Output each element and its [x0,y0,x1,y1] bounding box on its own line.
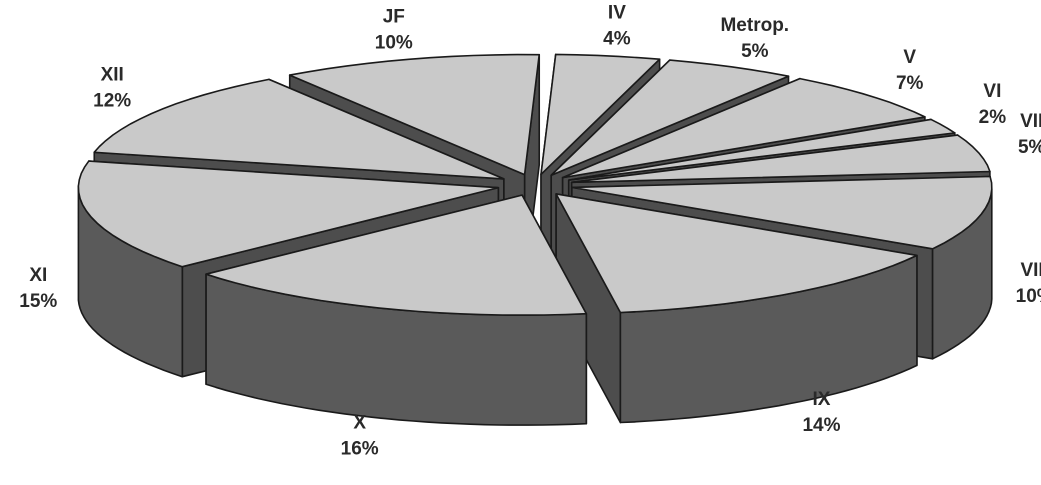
slice-percent: 5% [1018,137,1041,158]
slice-percent: 12% [93,90,131,111]
pie-slices [77,53,993,426]
slice-top-face [540,53,661,176]
slice-percent: 15% [19,291,57,312]
slice-name: IV [608,3,626,24]
slice-label-ix: IX 14% [802,389,840,436]
slice-name: JF [383,6,405,27]
slice-top-face [561,77,926,179]
slice-percent: 16% [341,439,379,460]
slice-name: VI [983,81,1001,102]
pie-labels: IV 4% Metrop. 5% V 7% VI 2% VII 5% VIII 10% IX 14% X 16… [19,3,1041,460]
slice-percent: 10% [1016,286,1041,307]
slice-label-jf: JF 10% [375,6,413,53]
slice-top-face [555,193,918,314]
slice-label-x: X 16% [341,413,379,460]
slice-label-vi: VI 2% [979,81,1007,128]
slice-top-face [77,160,500,268]
slice-name: V [903,47,916,68]
slice-label-viii: VIII 10% [1016,260,1041,307]
slice-top-face [571,175,993,250]
slice-name: VII [1020,111,1041,132]
slice-name: VIII [1020,260,1041,281]
slice-top-face [205,194,588,316]
slice-x [205,194,588,426]
slice-percent: 7% [896,73,924,94]
slice-name: IX [813,389,831,410]
slice-name: XI [29,265,47,286]
slice-label-v: V 7% [896,47,924,94]
slice-top-face [93,78,505,180]
slice-top-face [550,59,790,177]
slice-name: XII [101,64,124,85]
slice-name: Metrop. [720,15,789,36]
slice-label-xii: XII 12% [93,64,131,111]
slice-top-face [570,134,991,184]
slice-percent: 10% [375,32,413,53]
slice-label-xi: XI 15% [19,265,57,312]
slice-label-metrop: Metrop. 5% [720,15,789,62]
slice-label-vii: VII 5% [1018,111,1041,158]
slice-label-iv: IV 4% [603,3,631,50]
slice-percent: 5% [741,41,769,62]
slice-percent: 4% [603,29,631,50]
slice-percent: 2% [979,107,1007,128]
slice-top-face [288,53,540,176]
slice-name: X [353,413,366,434]
slice-percent: 14% [802,415,840,436]
slice-top-face [567,118,956,181]
slice-ix [555,193,918,424]
